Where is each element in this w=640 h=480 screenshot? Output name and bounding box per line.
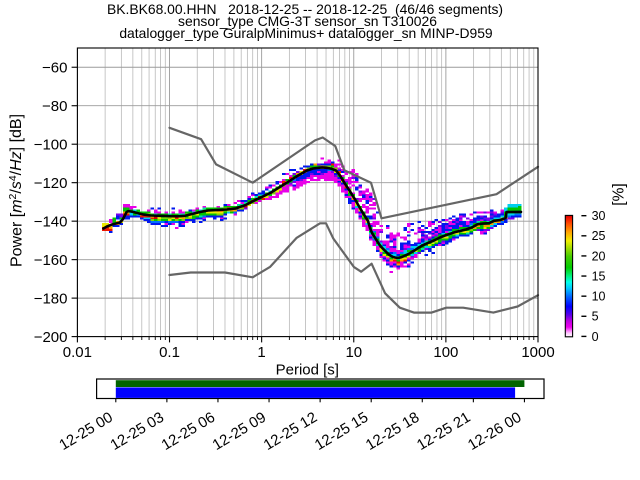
- svg-text:−200: −200: [34, 329, 68, 346]
- svg-text:−140: −140: [34, 214, 68, 231]
- svg-text:0.1: 0.1: [159, 344, 180, 361]
- svg-text:−60: −60: [42, 60, 67, 77]
- svg-text:datalogger_type GuralpMinimus+: datalogger_type GuralpMinimus+ datalogge…: [119, 25, 493, 41]
- svg-text:20: 20: [592, 249, 606, 263]
- svg-text:−80: −80: [42, 98, 67, 115]
- svg-text:10: 10: [592, 290, 606, 304]
- svg-text:30: 30: [592, 209, 606, 223]
- svg-text:0: 0: [592, 330, 599, 344]
- svg-text:0.01: 0.01: [63, 344, 92, 361]
- svg-text:Power [m2/s4/Hz] [dB]: Power [m2/s4/Hz] [dB]: [7, 114, 26, 267]
- svg-text:−180: −180: [34, 291, 68, 308]
- svg-text:−120: −120: [34, 175, 68, 192]
- svg-text:1000: 1000: [521, 344, 554, 361]
- svg-text:10: 10: [345, 344, 362, 361]
- svg-text:Period [s]: Period [s]: [276, 361, 339, 378]
- svg-text:5: 5: [592, 310, 599, 324]
- svg-text:sensor_type CMG-3T sensor_sn T: sensor_type CMG-3T sensor_sn T310026: [178, 13, 437, 29]
- svg-text:−160: −160: [34, 252, 68, 269]
- svg-text:BK.BK68.00.HHN 2018-12-25 --: BK.BK68.00.HHN 2018-12-25 -- 2018-12-25 …: [107, 1, 503, 17]
- svg-text:−100: −100: [34, 137, 68, 154]
- svg-text:[%]: [%]: [611, 183, 628, 205]
- svg-text:100: 100: [433, 344, 458, 361]
- svg-text:15: 15: [592, 270, 606, 284]
- svg-text:1: 1: [257, 344, 265, 361]
- svg-text:25: 25: [592, 229, 606, 243]
